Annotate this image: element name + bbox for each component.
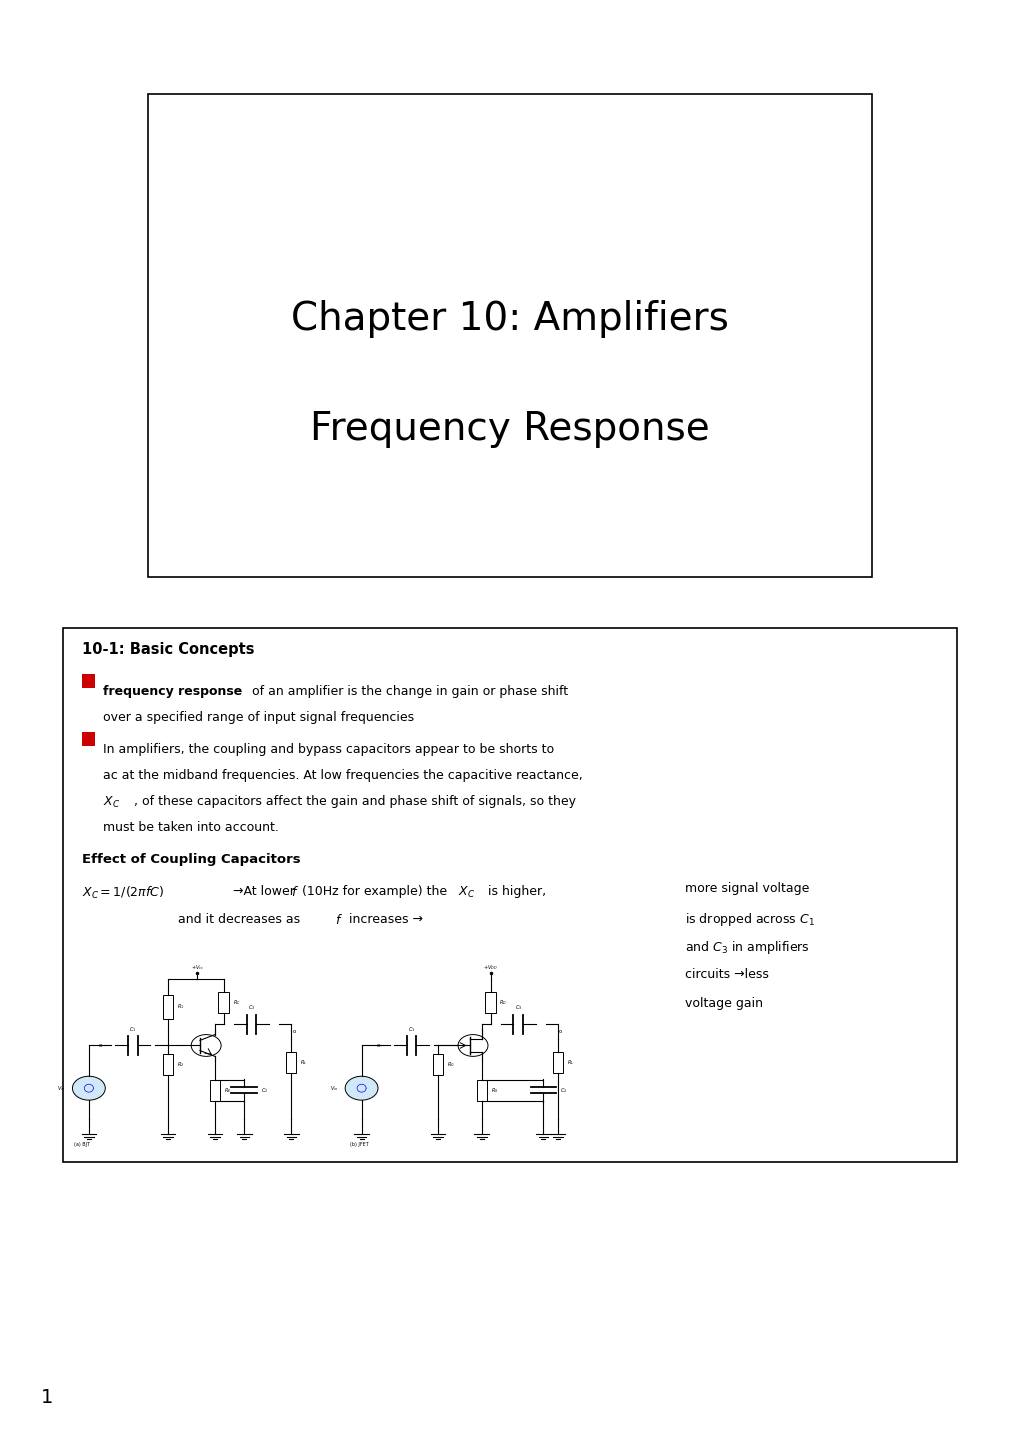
Text: $V_{in}$: $V_{in}$ bbox=[329, 1084, 337, 1092]
Text: frequency response: frequency response bbox=[103, 685, 243, 698]
Bar bbox=[218, 993, 229, 1013]
Text: is higher,: is higher, bbox=[484, 885, 546, 898]
Text: In amplifiers, the coupling and bypass capacitors appear to be shorts to: In amplifiers, the coupling and bypass c… bbox=[103, 743, 553, 756]
Circle shape bbox=[72, 1076, 105, 1100]
Text: $R_C$: $R_C$ bbox=[232, 999, 240, 1007]
Text: $C_2$: $C_2$ bbox=[261, 1087, 268, 1095]
Text: and it decreases as: and it decreases as bbox=[178, 913, 305, 926]
Text: $C_3$: $C_3$ bbox=[514, 1003, 522, 1012]
Text: Frequency Response: Frequency Response bbox=[310, 410, 709, 447]
Text: $C_3$: $C_3$ bbox=[248, 1003, 255, 1012]
Text: ac at the midband frequencies. At low frequencies the capacitive reactance,: ac at the midband frequencies. At low fr… bbox=[103, 769, 582, 782]
Text: $R_G$: $R_G$ bbox=[446, 1061, 454, 1069]
Bar bbox=[82, 674, 95, 688]
Text: voltage gain: voltage gain bbox=[685, 997, 762, 1010]
Circle shape bbox=[344, 1076, 378, 1100]
Bar bbox=[432, 1053, 442, 1075]
Text: Effect of Coupling Capacitors: Effect of Coupling Capacitors bbox=[82, 853, 300, 866]
Bar bbox=[552, 1052, 562, 1074]
Bar bbox=[163, 1053, 173, 1075]
Text: o: o bbox=[292, 1029, 296, 1033]
Text: $R_L$: $R_L$ bbox=[300, 1058, 307, 1066]
Text: over a specified range of input signal frequencies: over a specified range of input signal f… bbox=[103, 711, 414, 724]
Text: $R_S$: $R_S$ bbox=[490, 1087, 497, 1095]
Text: (10Hz for example) the: (10Hz for example) the bbox=[302, 885, 450, 898]
Text: increases →: increases → bbox=[344, 913, 422, 926]
Text: 10-1: Basic Concepts: 10-1: Basic Concepts bbox=[82, 642, 254, 657]
Text: must be taken into account.: must be taken into account. bbox=[103, 821, 278, 834]
Text: $+V_{cc}$: $+V_{cc}$ bbox=[191, 962, 204, 971]
Text: is dropped across $C_1$: is dropped across $C_1$ bbox=[685, 911, 814, 928]
Text: $R_L$: $R_L$ bbox=[567, 1058, 574, 1066]
Bar bbox=[148, 94, 871, 577]
Text: $R_E$: $R_E$ bbox=[223, 1087, 231, 1095]
Text: $f$: $f$ bbox=[334, 913, 342, 928]
Bar bbox=[285, 1052, 297, 1074]
Text: circuits →less: circuits →less bbox=[685, 968, 768, 981]
Text: $+V_{DD}$: $+V_{DD}$ bbox=[483, 962, 497, 971]
Bar bbox=[485, 993, 495, 1013]
Bar bbox=[163, 996, 173, 1019]
Text: $R_2$: $R_2$ bbox=[176, 1061, 183, 1069]
Text: Chapter 10: Amplifiers: Chapter 10: Amplifiers bbox=[290, 300, 729, 338]
Bar bbox=[210, 1079, 220, 1101]
Text: $V_{in}$: $V_{in}$ bbox=[57, 1084, 65, 1092]
Text: o: o bbox=[376, 1043, 379, 1048]
Text: $X_C = 1/(2\pi fC)$: $X_C = 1/(2\pi fC)$ bbox=[82, 885, 164, 900]
Text: $R_1$: $R_1$ bbox=[176, 1003, 183, 1012]
Text: →At lower: →At lower bbox=[232, 885, 299, 898]
Text: $C_2$: $C_2$ bbox=[559, 1087, 567, 1095]
Text: of an amplifier is the change in gain or phase shift: of an amplifier is the change in gain or… bbox=[248, 685, 568, 698]
Text: o: o bbox=[558, 1029, 562, 1033]
Text: $f$: $f$ bbox=[290, 885, 299, 899]
Text: (b) JFET: (b) JFET bbox=[350, 1141, 368, 1147]
Text: (a) BJT: (a) BJT bbox=[74, 1141, 91, 1147]
Text: $C_1$: $C_1$ bbox=[129, 1025, 137, 1033]
Text: $X_C$: $X_C$ bbox=[103, 795, 120, 810]
Text: $X_C$: $X_C$ bbox=[458, 885, 475, 899]
Text: and $C_3$ in amplifiers: and $C_3$ in amplifiers bbox=[685, 939, 809, 957]
Text: $R_D$: $R_D$ bbox=[499, 999, 506, 1007]
Bar bbox=[476, 1079, 487, 1101]
Bar bbox=[82, 732, 95, 746]
Text: , of these capacitors affect the gain and phase shift of signals, so they: , of these capacitors affect the gain an… bbox=[133, 795, 575, 808]
Text: o: o bbox=[99, 1043, 102, 1048]
Text: $C_1$: $C_1$ bbox=[408, 1025, 415, 1033]
Bar bbox=[63, 628, 956, 1162]
Text: 1: 1 bbox=[41, 1388, 53, 1407]
Text: more signal voltage: more signal voltage bbox=[685, 882, 809, 895]
